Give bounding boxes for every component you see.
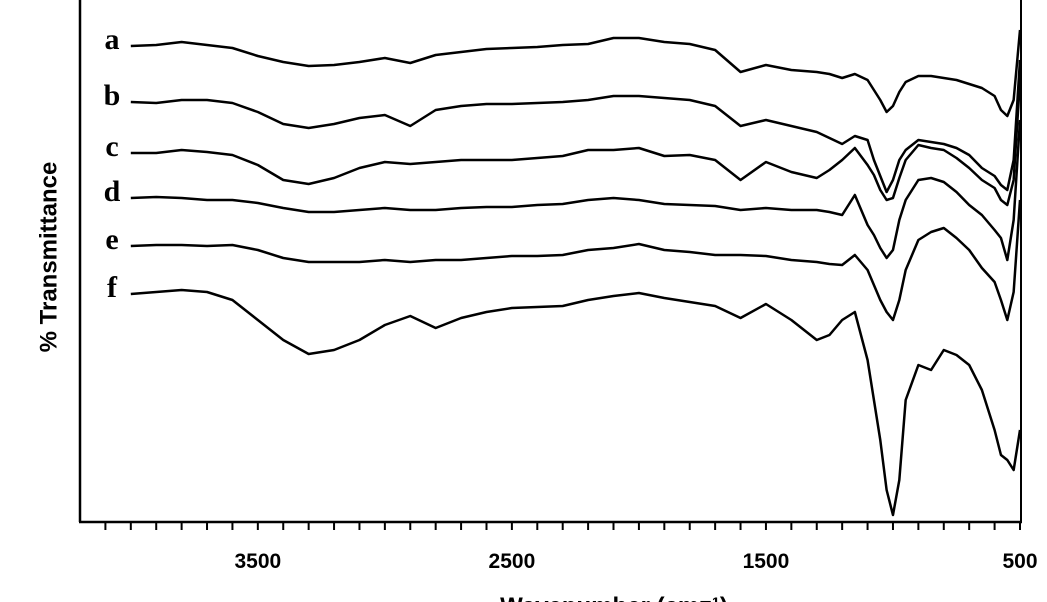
series-label: e xyxy=(105,223,118,256)
spectrum-line xyxy=(130,199,1022,322)
spectrum-line xyxy=(130,29,1022,118)
x-tick-label: 500 xyxy=(1002,550,1037,573)
spectrum-line xyxy=(130,119,1022,262)
series-label: b xyxy=(104,79,121,112)
x-tick-label: 2500 xyxy=(489,550,536,573)
series-label: c xyxy=(105,130,118,163)
x-tick-label: 1500 xyxy=(743,550,790,573)
y-axis-title: % Transmittance xyxy=(35,162,62,353)
spectrum-line xyxy=(130,59,1022,194)
series-label: a xyxy=(105,23,120,56)
spectrum-line xyxy=(130,79,1022,207)
series-label: d xyxy=(104,175,121,208)
series-label: f xyxy=(107,271,118,304)
x-tick-label: 3500 xyxy=(234,550,281,573)
spectrum-line xyxy=(130,288,1022,517)
x-axis-title: Wavenumber (cm⁻¹) xyxy=(500,593,728,602)
